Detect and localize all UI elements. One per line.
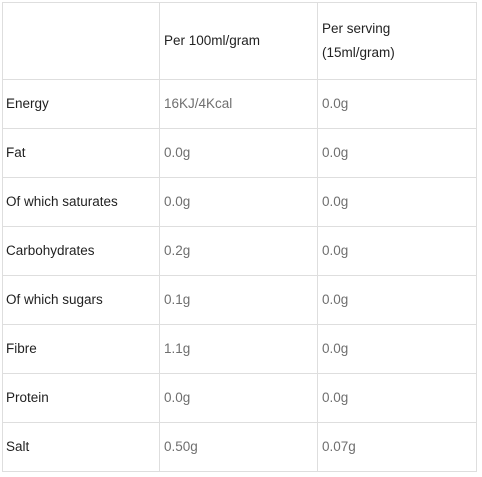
nutrient-label: Protein	[2, 373, 160, 423]
per-100-value: 0.2g	[159, 226, 318, 276]
per-serving-value: 0.0g	[317, 128, 477, 178]
nutrition-table: Per 100ml/gram Per serving (15ml/gram) E…	[2, 2, 477, 472]
nutrient-label: Fat	[2, 128, 160, 178]
header-per-100: Per 100ml/gram	[159, 2, 318, 80]
per-serving-value: 0.0g	[317, 79, 477, 129]
nutrient-label: Salt	[2, 422, 160, 472]
header-nutrient	[2, 2, 160, 80]
nutrient-label: Of which sugars	[2, 275, 160, 325]
table-row: Salt 0.50g 0.07g	[2, 422, 477, 472]
header-per-serving-line1: Per serving	[322, 21, 391, 36]
per-serving-value: 0.0g	[317, 177, 477, 227]
nutrient-label: Carbohydrates	[2, 226, 160, 276]
per-100-value: 1.1g	[159, 324, 318, 374]
table-row: Of which saturates 0.0g 0.0g	[2, 177, 477, 227]
per-100-value: 0.0g	[159, 373, 318, 423]
table-row: Protein 0.0g 0.0g	[2, 373, 477, 423]
per-serving-value: 0.0g	[317, 226, 477, 276]
table-row: Energy 16KJ/4Kcal 0.0g	[2, 79, 477, 129]
table-body: Energy 16KJ/4Kcal 0.0g Fat 0.0g 0.0g Of …	[2, 79, 477, 472]
table-row: Fat 0.0g 0.0g	[2, 128, 477, 178]
per-100-value: 0.0g	[159, 177, 318, 227]
nutrient-label: Energy	[2, 79, 160, 129]
per-serving-value: 0.0g	[317, 373, 477, 423]
per-serving-value: 0.0g	[317, 324, 477, 374]
header-row: Per 100ml/gram Per serving (15ml/gram)	[2, 2, 477, 80]
table-header: Per 100ml/gram Per serving (15ml/gram)	[2, 2, 477, 80]
per-serving-value: 0.0g	[317, 275, 477, 325]
nutrient-label: Fibre	[2, 324, 160, 374]
nutrient-label: Of which saturates	[2, 177, 160, 227]
per-100-value: 16KJ/4Kcal	[159, 79, 318, 129]
header-per-serving: Per serving (15ml/gram)	[317, 2, 477, 80]
per-100-value: 0.1g	[159, 275, 318, 325]
table-row: Fibre 1.1g 0.0g	[2, 324, 477, 374]
per-100-value: 0.50g	[159, 422, 318, 472]
table-row: Of which sugars 0.1g 0.0g	[2, 275, 477, 325]
per-serving-value: 0.07g	[317, 422, 477, 472]
header-per-serving-line2: (15ml/gram)	[322, 45, 395, 60]
per-100-value: 0.0g	[159, 128, 318, 178]
table-row: Carbohydrates 0.2g 0.0g	[2, 226, 477, 276]
